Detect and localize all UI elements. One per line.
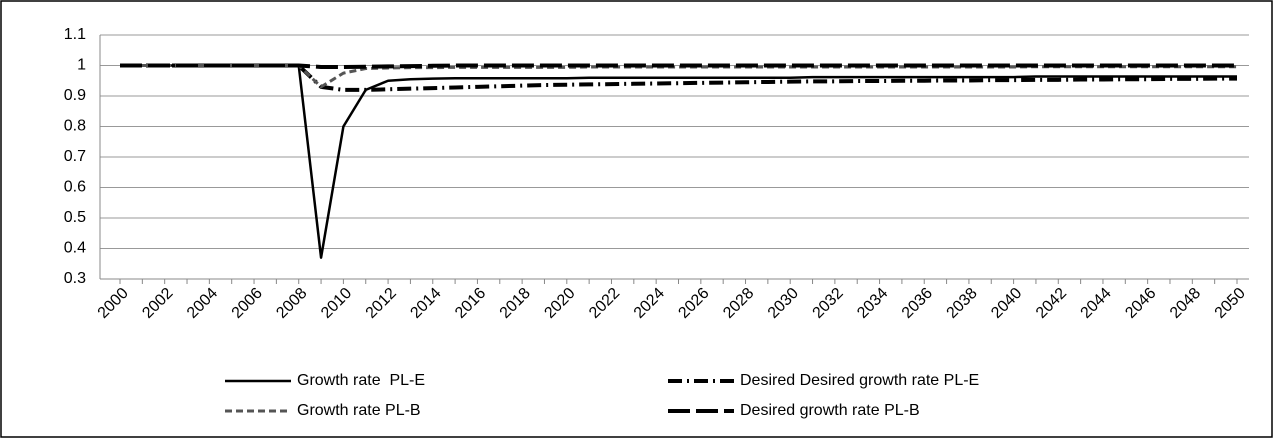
legend-label: Growth rate PL-E — [297, 372, 425, 389]
legend-label: Growth rate PL-B — [297, 402, 421, 419]
y-tick-label: 0.4 — [64, 240, 86, 257]
legend-label: Desired growth rate PL-B — [740, 402, 920, 419]
y-tick-label: 0.5 — [64, 209, 86, 226]
y-tick-label: 0.9 — [64, 87, 86, 104]
y-tick-label: 0.7 — [64, 148, 86, 165]
y-tick-label: 1.1 — [64, 26, 86, 43]
y-tick-label: 1 — [77, 57, 86, 74]
y-tick-label: 0.8 — [64, 118, 86, 135]
y-tick-label: 0.3 — [64, 270, 86, 287]
legend-label: Desired Desired growth rate PL-E — [740, 372, 979, 389]
series-line — [120, 63, 1237, 70]
y-tick-label: 0.6 — [64, 179, 86, 196]
series-line — [120, 64, 1237, 89]
series-line — [120, 64, 1237, 259]
